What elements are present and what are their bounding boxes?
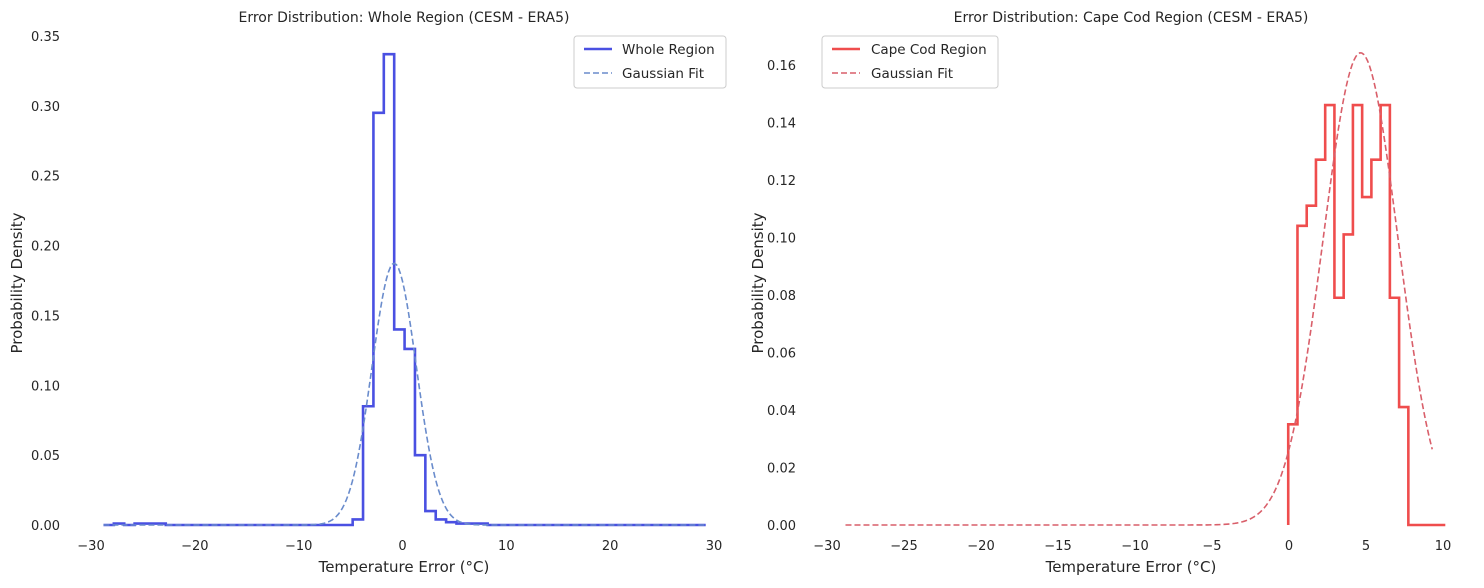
gaussian-fit-line [103, 262, 706, 526]
gaussian-fit-line [845, 52, 1433, 526]
chart-title: Error Distribution: Whole Region (CESM -… [239, 10, 570, 26]
legend-label-whole-region: Whole Region [622, 42, 715, 58]
x-tick-label: 0 [398, 539, 406, 554]
y-tick-label: 0.12 [767, 174, 796, 189]
histogram-step-line [1286, 103, 1446, 527]
legend-label-gaussian-fit: Gaussian Fit [622, 66, 704, 82]
y-tick-label: 0.20 [31, 240, 60, 255]
x-tick-label: −15 [1044, 539, 1071, 554]
x-tick-label: −20 [967, 539, 994, 554]
x-tick-label: −10 [1121, 539, 1148, 554]
legend: Whole Region Gaussian Fit [573, 35, 727, 89]
x-tick-label: −5 [1202, 539, 1221, 554]
x-tick-label: −25 [890, 539, 917, 554]
y-tick-label: 0.25 [31, 170, 60, 185]
y-tick-label: 0.00 [767, 519, 796, 534]
x-tick-label: 10 [498, 539, 515, 554]
y-tick-label: 0.06 [767, 346, 796, 361]
y-tick-label: 0.10 [31, 379, 60, 394]
y-tick-label: 0.10 [767, 231, 796, 246]
x-tick-label: −20 [181, 539, 208, 554]
plot-area [103, 52, 706, 527]
y-axis-label: Probability Density [749, 212, 767, 353]
x-tick-label: 30 [706, 539, 723, 554]
chart-title: Error Distribution: Cape Cod Region (CES… [954, 10, 1309, 26]
y-tick-label: 0.04 [767, 404, 796, 419]
legend-frame [821, 35, 999, 89]
y-tick-label: 0.05 [31, 449, 60, 464]
x-tick-label: 5 [1362, 539, 1370, 554]
x-tick-label: 20 [602, 539, 619, 554]
axis-ticks: −30 −20 −10 0 10 20 30 0.00 0.05 0.10 0.15 0.20 0.25… [31, 30, 722, 554]
x-tick-label: 10 [1435, 539, 1452, 554]
x-tick-label: −30 [77, 539, 104, 554]
y-tick-label: 0.08 [767, 289, 796, 304]
y-tick-label: 0.02 [767, 461, 796, 476]
y-tick-label: 0.16 [767, 59, 796, 74]
chart-panel-cape-cod-region: Error Distribution: Cape Cod Region (CES… [749, 10, 1451, 576]
y-tick-label: 0.30 [31, 100, 60, 115]
x-axis-label: Temperature Error (°C) [1045, 558, 1217, 576]
y-tick-label: 0.00 [31, 519, 60, 534]
plot-area [845, 52, 1446, 527]
chart-panel-whole-region: Error Distribution: Whole Region (CESM -… [8, 10, 727, 576]
y-tick-label: 0.14 [767, 116, 796, 131]
x-axis-label: Temperature Error (°C) [318, 558, 490, 576]
axis-ticks: −30 −25 −20 −15 −10 −5 0 5 10 0.00 0.02 0.04 0.06 0.0… [767, 59, 1451, 554]
legend-label-cape-cod-region: Cape Cod Region [871, 42, 987, 58]
x-tick-label: −10 [285, 539, 312, 554]
y-tick-label: 0.35 [31, 30, 60, 45]
legend-label-gaussian-fit: Gaussian Fit [871, 66, 953, 82]
y-axis-label: Probability Density [8, 212, 26, 353]
x-tick-label: 0 [1285, 539, 1293, 554]
legend: Cape Cod Region Gaussian Fit [821, 35, 999, 89]
x-tick-label: −30 [813, 539, 840, 554]
y-tick-label: 0.15 [31, 309, 60, 324]
